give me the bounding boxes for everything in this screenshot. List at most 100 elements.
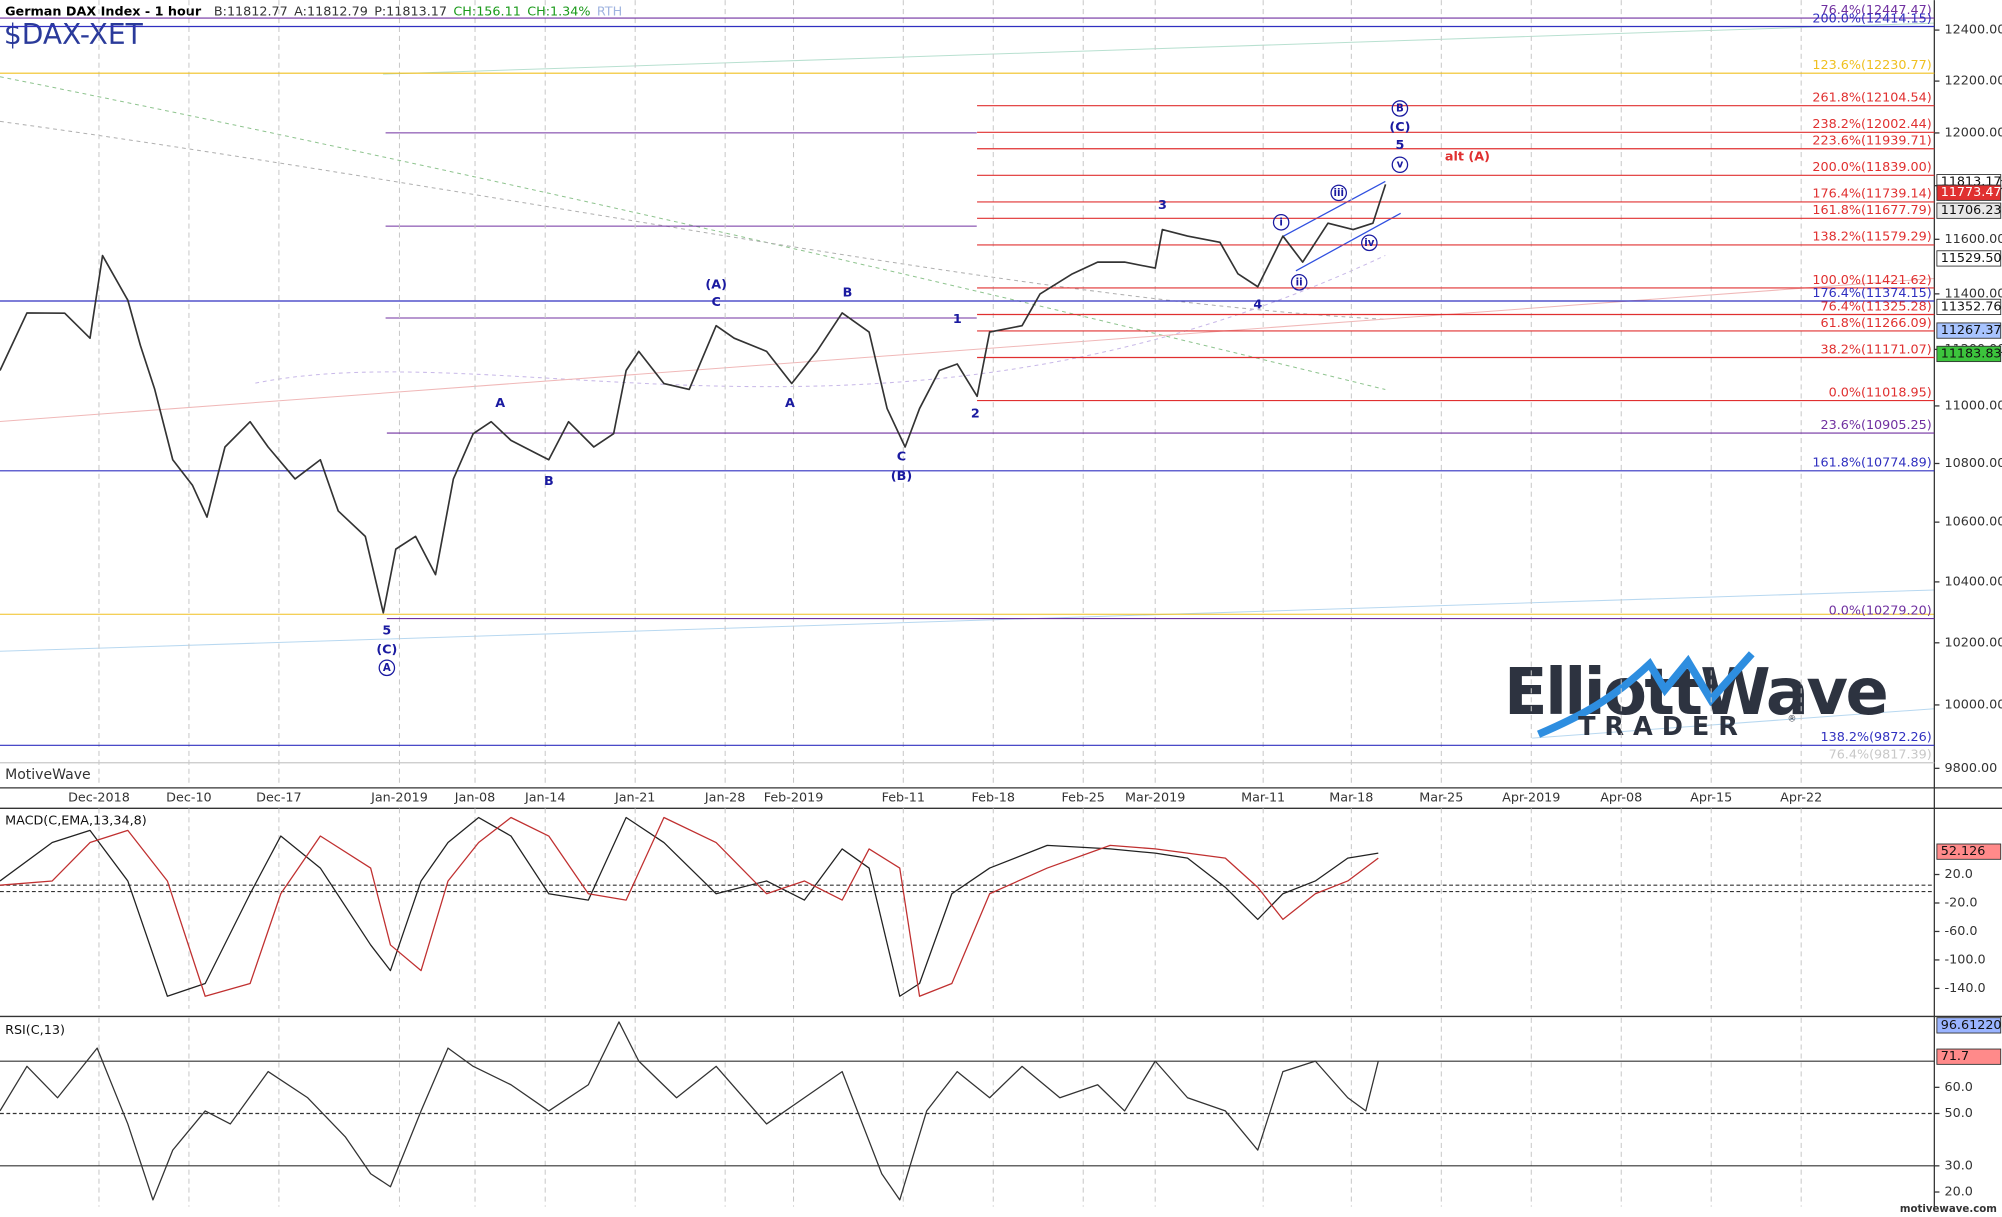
y-tick-label: 9800.00 [1945,761,1998,776]
x-tick-label: Mar-25 [1419,791,1463,806]
price-tag-label: 11267.37 [1941,323,2002,338]
x-tick-label: Mar-11 [1241,791,1285,806]
wave-circle [1391,100,1409,117]
logo-word: Wave [1700,656,1886,730]
wave-label: A [495,396,505,411]
panel: Dec-2018 Dec-10 Dec-17 Jan-2019 Jan-08 Jan-14… [0,0,2002,806]
x-tick-label: Apr-2019 [1502,791,1560,806]
trend-line [0,589,1935,652]
price-tag-label: 71.7 [1941,1049,1969,1064]
wave-label: C [897,450,906,465]
y-tick-label: 10800.00 [1945,456,2002,471]
panel-title: RSI(C,13) [5,1023,65,1038]
y-tick-label: 20.0 [1945,1185,1973,1200]
price-tag-label: 11773.47 [1941,185,2002,200]
fib-label: 223.6%(11939.71) [1812,134,1931,149]
wave-label: C [711,295,720,310]
price-tag [1936,1048,2002,1065]
watermark: MotiveWave [5,767,91,783]
fib-label: 176.4%(11374.15) [1812,286,1931,301]
wave-circle [378,659,396,677]
x-tick-label: Feb-2019 [764,791,824,806]
y-tick-label: -20.0 [1945,895,1978,910]
y-tick-label: -100.0 [1945,952,1986,967]
panel: MACD(C,EMA,13,34,8) 20.0 -20.0 -60.0 -100.0 -… [0,808,2002,1009]
y-tick-label: -60.0 [1945,924,1978,939]
x-tick-label: Apr-15 [1690,791,1732,806]
y-tick-label: 11600.00 [1945,232,2002,247]
fib-label: 161.8%(11677.79) [1812,203,1931,218]
session: RTH [597,4,622,19]
y-tick-label: 50.0 [1945,1106,1973,1121]
series-line [0,816,1379,997]
wave-circle [1272,214,1290,231]
y-tick-label: 10600.00 [1945,515,2002,530]
fib-label: 261.8%(12104.54) [1812,91,1931,106]
wave-label: v [1397,160,1404,171]
fib-label: 76.4%(9817.39) [1829,748,1932,763]
y-tick-label: 12400.00 [1945,23,2002,38]
wave-label: (C) [376,642,397,657]
fib-label: 23.6%(10905.25) [1820,418,1931,433]
wave-label: (A) [705,277,727,292]
fib-label: 76.4%(11325.28) [1820,299,1931,314]
x-tick-label: Jan-14 [524,791,565,806]
wave-circle [1290,274,1308,291]
price-tag [1936,184,2002,201]
logo-word: TRADER [1578,712,1747,742]
fib-label: 138.2%(11579.29) [1812,230,1931,245]
logo-word: Elliott [1504,656,1702,730]
price-tag-label: 11183.83 [1941,346,2002,361]
channel-line [1282,180,1386,237]
last-price: P:11813.17 [374,4,447,19]
logo-swoosh [1537,651,1755,738]
header: German DAX Index - 1 hour B:11812.77 A:118… [5,4,622,19]
price-tag [1936,298,2002,316]
fib-label: 138.2%(9872.26) [1820,730,1931,745]
wave-label: i [1279,217,1283,228]
wave-label: iii [1333,188,1343,199]
price-tag [1936,202,2002,219]
wave-label: B [1396,103,1404,114]
fib-label: 61.8%(11266.09) [1820,316,1931,331]
price-tag [1936,345,2002,363]
trend-line [1532,708,1935,739]
wave-circle [1330,184,1348,202]
wave-label: (C) [1389,120,1410,135]
footer: motivewave.com [1900,1204,1997,1215]
wave-label: A [785,396,795,411]
trend-line [0,277,1935,422]
y-tick-label: 11400.00 [1945,286,2002,301]
channel-line [1295,212,1401,272]
y-tick-label: 10200.00 [1945,635,2002,650]
y-tick-label: 11000.00 [1945,398,2002,413]
y-tick-label: 10400.00 [1945,574,2002,589]
series-line [0,816,1379,997]
wave-label: alt (A) [1445,150,1490,165]
wave-label: B [544,474,554,489]
chart-title: German DAX Index - 1 hour [5,4,202,19]
band [255,255,1386,388]
wave-label: 5 [1395,138,1404,153]
logo: ElliottWave TRADER ® [1504,651,1889,742]
price-tag-label: 96.61220 [1941,1018,2002,1033]
fib-label: 238.2%(12002.44) [1812,117,1931,132]
change-pct: CH:1.34% [527,4,590,19]
x-tick-label: Jan-2019 [370,791,428,806]
fib-label: 38.2%(11171.07) [1820,342,1931,357]
x-tick-label: Feb-11 [882,791,925,806]
x-tick-label: Dec-17 [256,791,302,806]
fib-label: 176.4%(11739.14) [1812,187,1931,202]
x-tick-label: Feb-18 [972,791,1015,806]
fib-label: 161.8%(10774.89) [1812,456,1931,471]
price-tag [1936,1017,2002,1034]
ask: A:11812.79 [294,4,368,19]
logo-word: ElliottWave [1504,656,1886,730]
x-tick-label: Dec-2018 [68,791,130,806]
wave-label: B [843,285,853,300]
wave-label: iv [1364,238,1374,249]
